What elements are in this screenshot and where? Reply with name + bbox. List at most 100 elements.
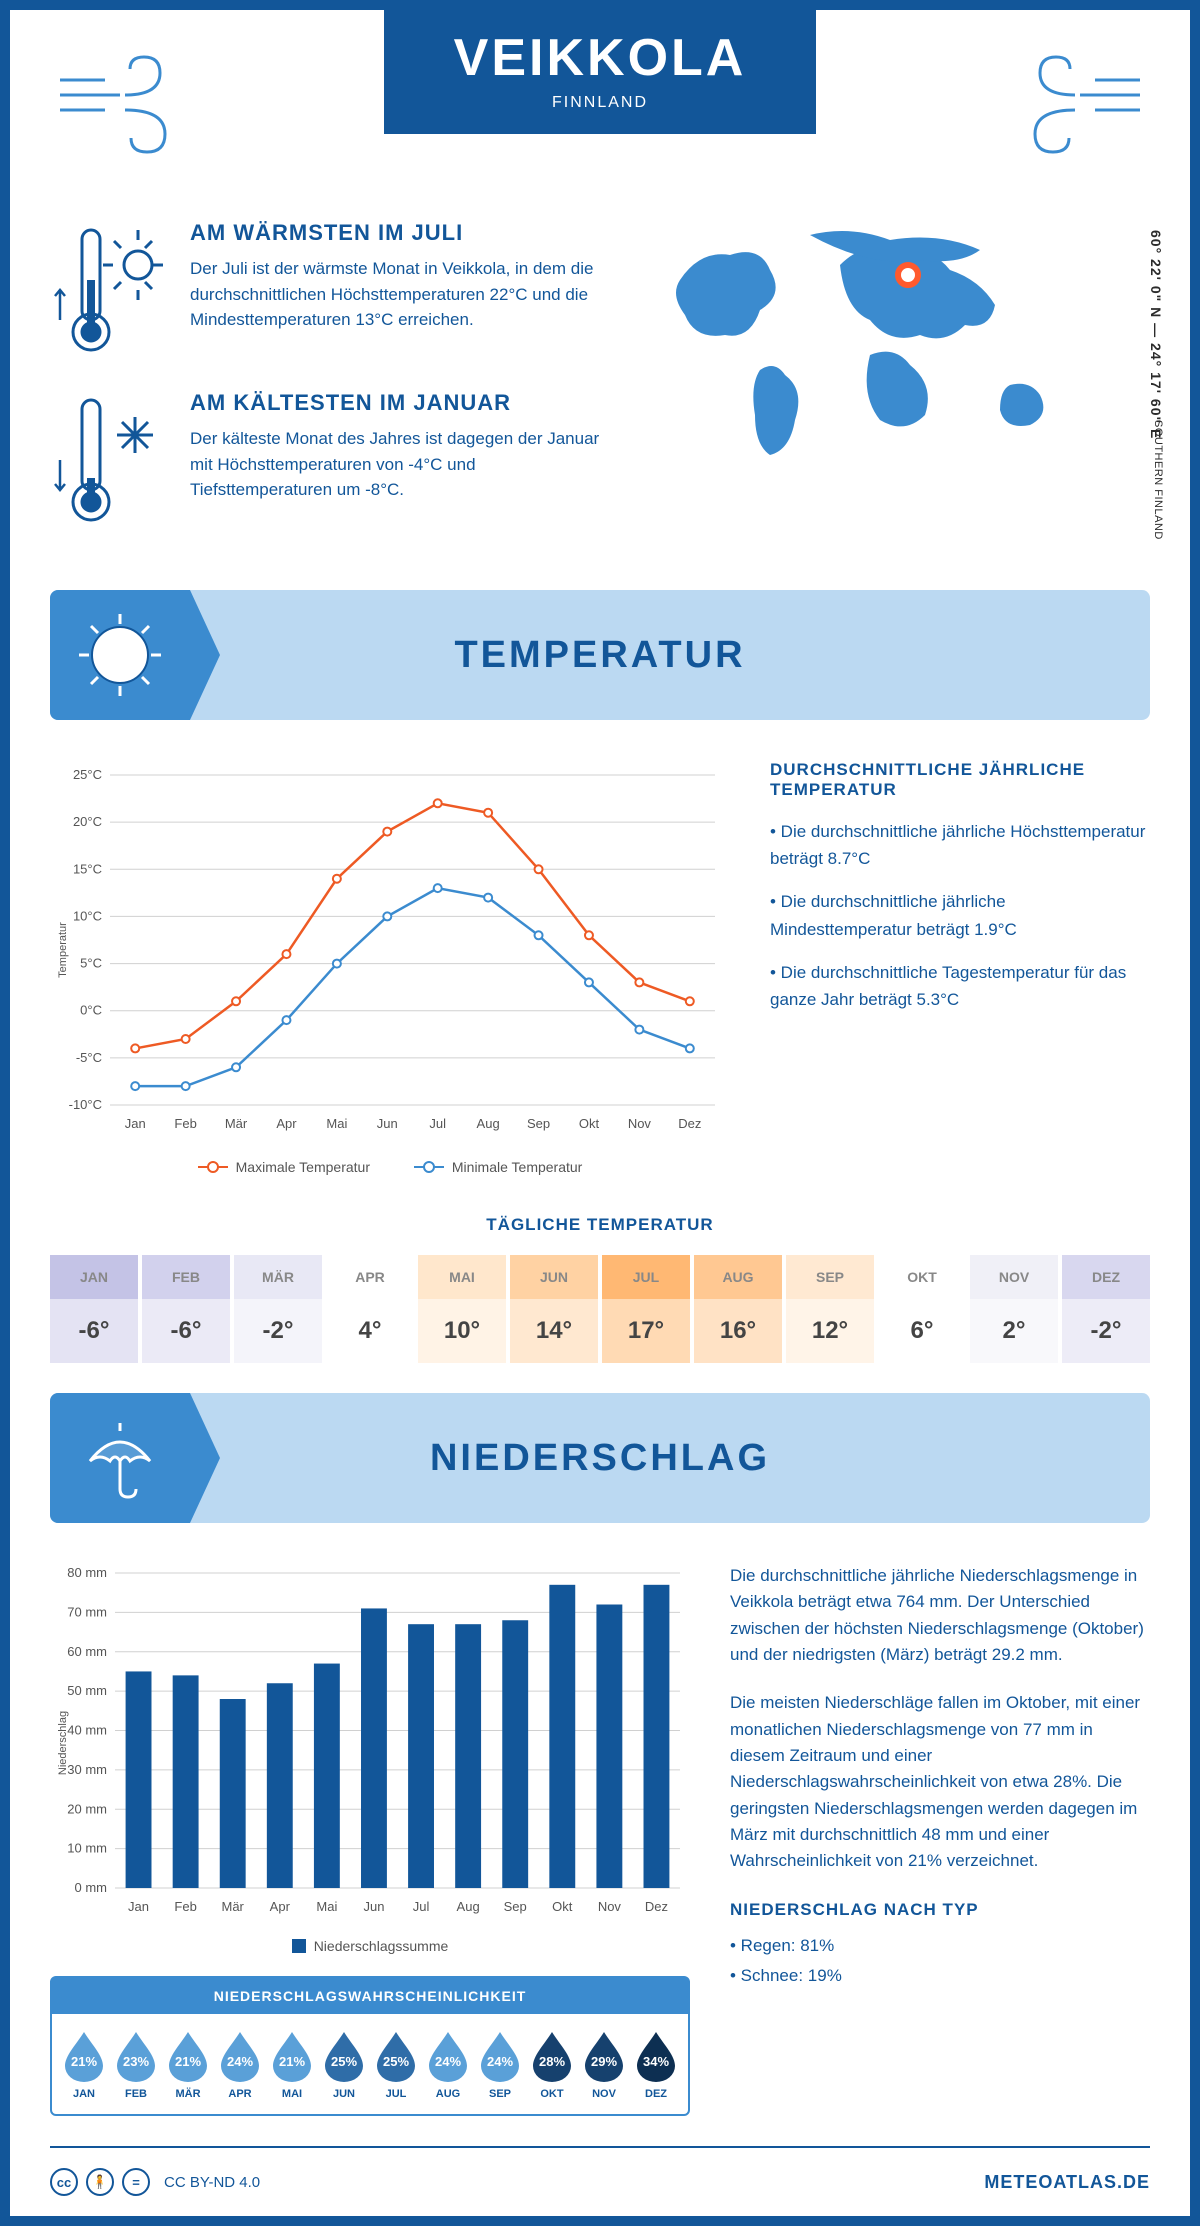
svg-text:Temperatur: Temperatur	[57, 922, 69, 978]
precip-section-banner: NIEDERSCHLAG	[50, 1393, 1150, 1523]
coldest-text: Der kälteste Monat des Jahres ist dagege…	[190, 426, 610, 503]
warmest-text: Der Juli ist der wärmste Monat in Veikko…	[190, 256, 610, 333]
thermometer-hot-icon	[50, 220, 170, 360]
precip-legend-label: Niederschlagssumme	[314, 1938, 449, 1954]
svg-text:Feb: Feb	[174, 1899, 196, 1914]
legend-max-label: Maximale Temperatur	[236, 1159, 370, 1175]
daily-temp-cell: SEP12°	[786, 1255, 874, 1363]
svg-text:Mai: Mai	[326, 1116, 347, 1131]
temp-bullet-3: • Die durchschnittliche Tagestemperatur …	[770, 959, 1150, 1013]
precip-rain: • Regen: 81%	[730, 1933, 1150, 1959]
svg-text:10°C: 10°C	[73, 908, 102, 923]
precip-prob-drop: 25%JUL	[374, 2030, 418, 2100]
svg-text:25°C: 25°C	[73, 767, 102, 782]
svg-text:Jul: Jul	[429, 1116, 446, 1131]
precip-prob-drop: 21%MÄR	[166, 2030, 210, 2100]
temp-bullet-1: • Die durchschnittliche jährliche Höchst…	[770, 818, 1150, 872]
svg-text:Sep: Sep	[527, 1116, 550, 1131]
license-block: cc 🧍 = CC BY-ND 4.0	[50, 2168, 260, 2196]
precip-prob-heading: NIEDERSCHLAGSWAHRSCHEINLICHKEIT	[52, 1978, 688, 2014]
title-banner: VEIKKOLA FINNLAND	[384, 10, 817, 134]
svg-text:20°C: 20°C	[73, 814, 102, 829]
svg-text:60 mm: 60 mm	[67, 1644, 107, 1659]
svg-text:Nov: Nov	[628, 1116, 652, 1131]
temperature-heading: TEMPERATUR	[454, 634, 745, 677]
page-footer: cc 🧍 = CC BY-ND 4.0 METEOATLAS.DE	[50, 2146, 1150, 2216]
svg-text:40 mm: 40 mm	[67, 1723, 107, 1738]
daily-temp-cell: DEZ-2°	[1062, 1255, 1150, 1363]
svg-text:Mär: Mär	[225, 1116, 248, 1131]
daily-temp-cell: NOV2°	[970, 1255, 1058, 1363]
precip-prob-drop: 24%APR	[218, 2030, 262, 2100]
svg-text:20 mm: 20 mm	[67, 1801, 107, 1816]
daily-temp-cell: JUL17°	[602, 1255, 690, 1363]
svg-text:Apr: Apr	[276, 1116, 297, 1131]
daily-temp-cell: OKT6°	[878, 1255, 966, 1363]
svg-text:Apr: Apr	[270, 1899, 291, 1914]
svg-text:30 mm: 30 mm	[67, 1762, 107, 1777]
cc-icon: cc	[50, 2168, 78, 2196]
temperature-line-chart: -10°C-5°C0°C5°C10°C15°C20°C25°CJanFebMär…	[50, 760, 730, 1175]
precip-prob-drop: 21%JAN	[62, 2030, 106, 2100]
svg-text:Sep: Sep	[504, 1899, 527, 1914]
daily-temp-cell: MÄR-2°	[234, 1255, 322, 1363]
temperature-section-banner: TEMPERATUR	[50, 590, 1150, 720]
svg-text:70 mm: 70 mm	[67, 1604, 107, 1619]
svg-text:Aug: Aug	[477, 1116, 500, 1131]
svg-text:Okt: Okt	[552, 1899, 573, 1914]
svg-text:50 mm: 50 mm	[67, 1683, 107, 1698]
coldest-block: AM KÄLTESTEN IM JANUAR Der kälteste Mona…	[50, 390, 610, 530]
coldest-heading: AM KÄLTESTEN IM JANUAR	[190, 390, 610, 416]
svg-text:Nov: Nov	[598, 1899, 622, 1914]
sun-icon	[50, 590, 190, 720]
brand-label: METEOATLAS.DE	[984, 2172, 1150, 2193]
svg-text:80 mm: 80 mm	[67, 1565, 107, 1580]
world-map: 60° 22' 0" N — 24° 17' 60" E SOUTHERN FI…	[650, 220, 1150, 560]
svg-text:Okt: Okt	[579, 1116, 600, 1131]
daily-temp-heading: TÄGLICHE TEMPERATUR	[50, 1215, 1150, 1235]
svg-text:Mär: Mär	[222, 1899, 245, 1914]
region-label: SOUTHERN FINLAND	[1152, 420, 1164, 540]
precip-type-heading: NIEDERSCHLAG NACH TYP	[730, 1897, 1150, 1923]
svg-text:Dez: Dez	[678, 1116, 701, 1131]
precip-prob-drop: 24%AUG	[426, 2030, 470, 2100]
precip-prob-drop: 23%FEB	[114, 2030, 158, 2100]
page-header: VEIKKOLA FINNLAND	[50, 10, 1150, 210]
svg-text:Aug: Aug	[457, 1899, 480, 1914]
svg-text:Mai: Mai	[316, 1899, 337, 1914]
summary-row: AM WÄRMSTEN IM JULI Der Juli ist der wär…	[50, 220, 1150, 560]
svg-text:0 mm: 0 mm	[75, 1880, 108, 1895]
precip-summary: Die durchschnittliche jährliche Niedersc…	[730, 1563, 1150, 2116]
precip-prob-drop: 24%SEP	[478, 2030, 522, 2100]
svg-text:Feb: Feb	[174, 1116, 196, 1131]
daily-temp-cell: FEB-6°	[142, 1255, 230, 1363]
location-title: VEIKKOLA	[454, 28, 747, 88]
daily-temp-cell: APR4°	[326, 1255, 414, 1363]
precip-prob-drop: 28%OKT	[530, 2030, 574, 2100]
svg-text:10 mm: 10 mm	[67, 1841, 107, 1856]
temperature-summary: DURCHSCHNITTLICHE JÄHRLICHE TEMPERATUR •…	[770, 760, 1150, 1175]
thermometer-cold-icon	[50, 390, 170, 530]
temp-summary-heading: DURCHSCHNITTLICHE JÄHRLICHE TEMPERATUR	[770, 760, 1150, 800]
svg-text:-5°C: -5°C	[76, 1050, 102, 1065]
svg-text:Jul: Jul	[413, 1899, 430, 1914]
precip-para-2: Die meisten Niederschläge fallen im Okto…	[730, 1690, 1150, 1874]
precip-prob-drop: 21%MAI	[270, 2030, 314, 2100]
warmest-heading: AM WÄRMSTEN IM JULI	[190, 220, 610, 246]
precip-bar-chart: 0 mm 10 mm 20 mm 30 mm 40 mm 50 mm 60 mm 70 mm 8…	[50, 1563, 690, 1956]
precip-prob-drop: 29%NOV	[582, 2030, 626, 2100]
warmest-block: AM WÄRMSTEN IM JULI Der Juli ist der wär…	[50, 220, 610, 360]
wind-icon-right	[1000, 40, 1150, 160]
daily-temp-table: JAN-6°FEB-6°MÄR-2°APR4°MAI10°JUN14°JUL17…	[50, 1255, 1150, 1363]
daily-temp-cell: MAI10°	[418, 1255, 506, 1363]
precip-para-1: Die durchschnittliche jährliche Niedersc…	[730, 1563, 1150, 1668]
nd-icon: =	[122, 2168, 150, 2196]
svg-text:Jun: Jun	[363, 1899, 384, 1914]
daily-temp-cell: JUN14°	[510, 1255, 598, 1363]
daily-temp-cell: AUG16°	[694, 1255, 782, 1363]
precip-prob-drop: 34%DEZ	[634, 2030, 678, 2100]
svg-text:5°C: 5°C	[80, 956, 102, 971]
svg-text:0°C: 0°C	[80, 1003, 102, 1018]
legend-min-label: Minimale Temperatur	[452, 1159, 582, 1175]
svg-text:Jun: Jun	[377, 1116, 398, 1131]
